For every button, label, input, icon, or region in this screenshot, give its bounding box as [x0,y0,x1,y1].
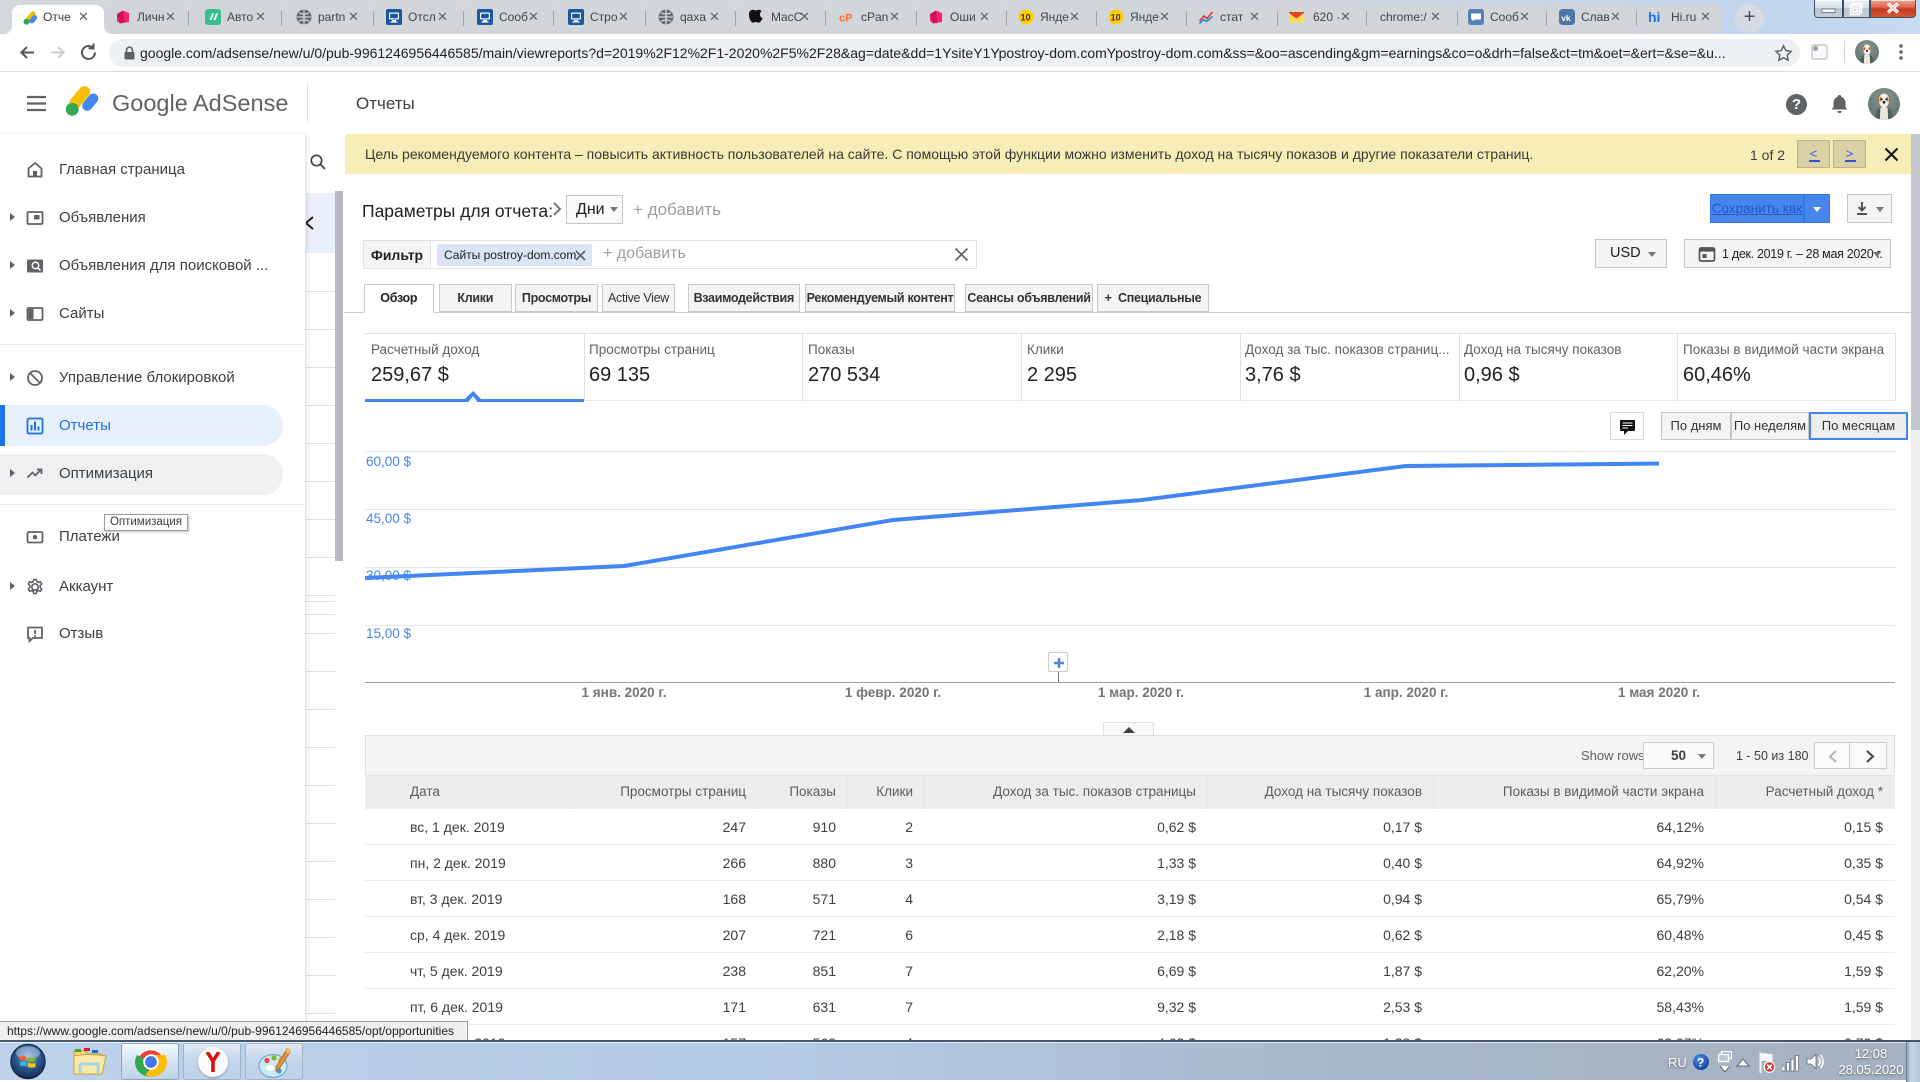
svg-text:10: 10 [1111,13,1121,23]
svg-text:10: 10 [1021,13,1031,23]
svg-text:hi: hi [1648,9,1660,25]
svg-text:vk: vk [1561,13,1571,23]
svg-text:?: ? [1697,1056,1704,1070]
svg-text:cP: cP [839,13,852,25]
